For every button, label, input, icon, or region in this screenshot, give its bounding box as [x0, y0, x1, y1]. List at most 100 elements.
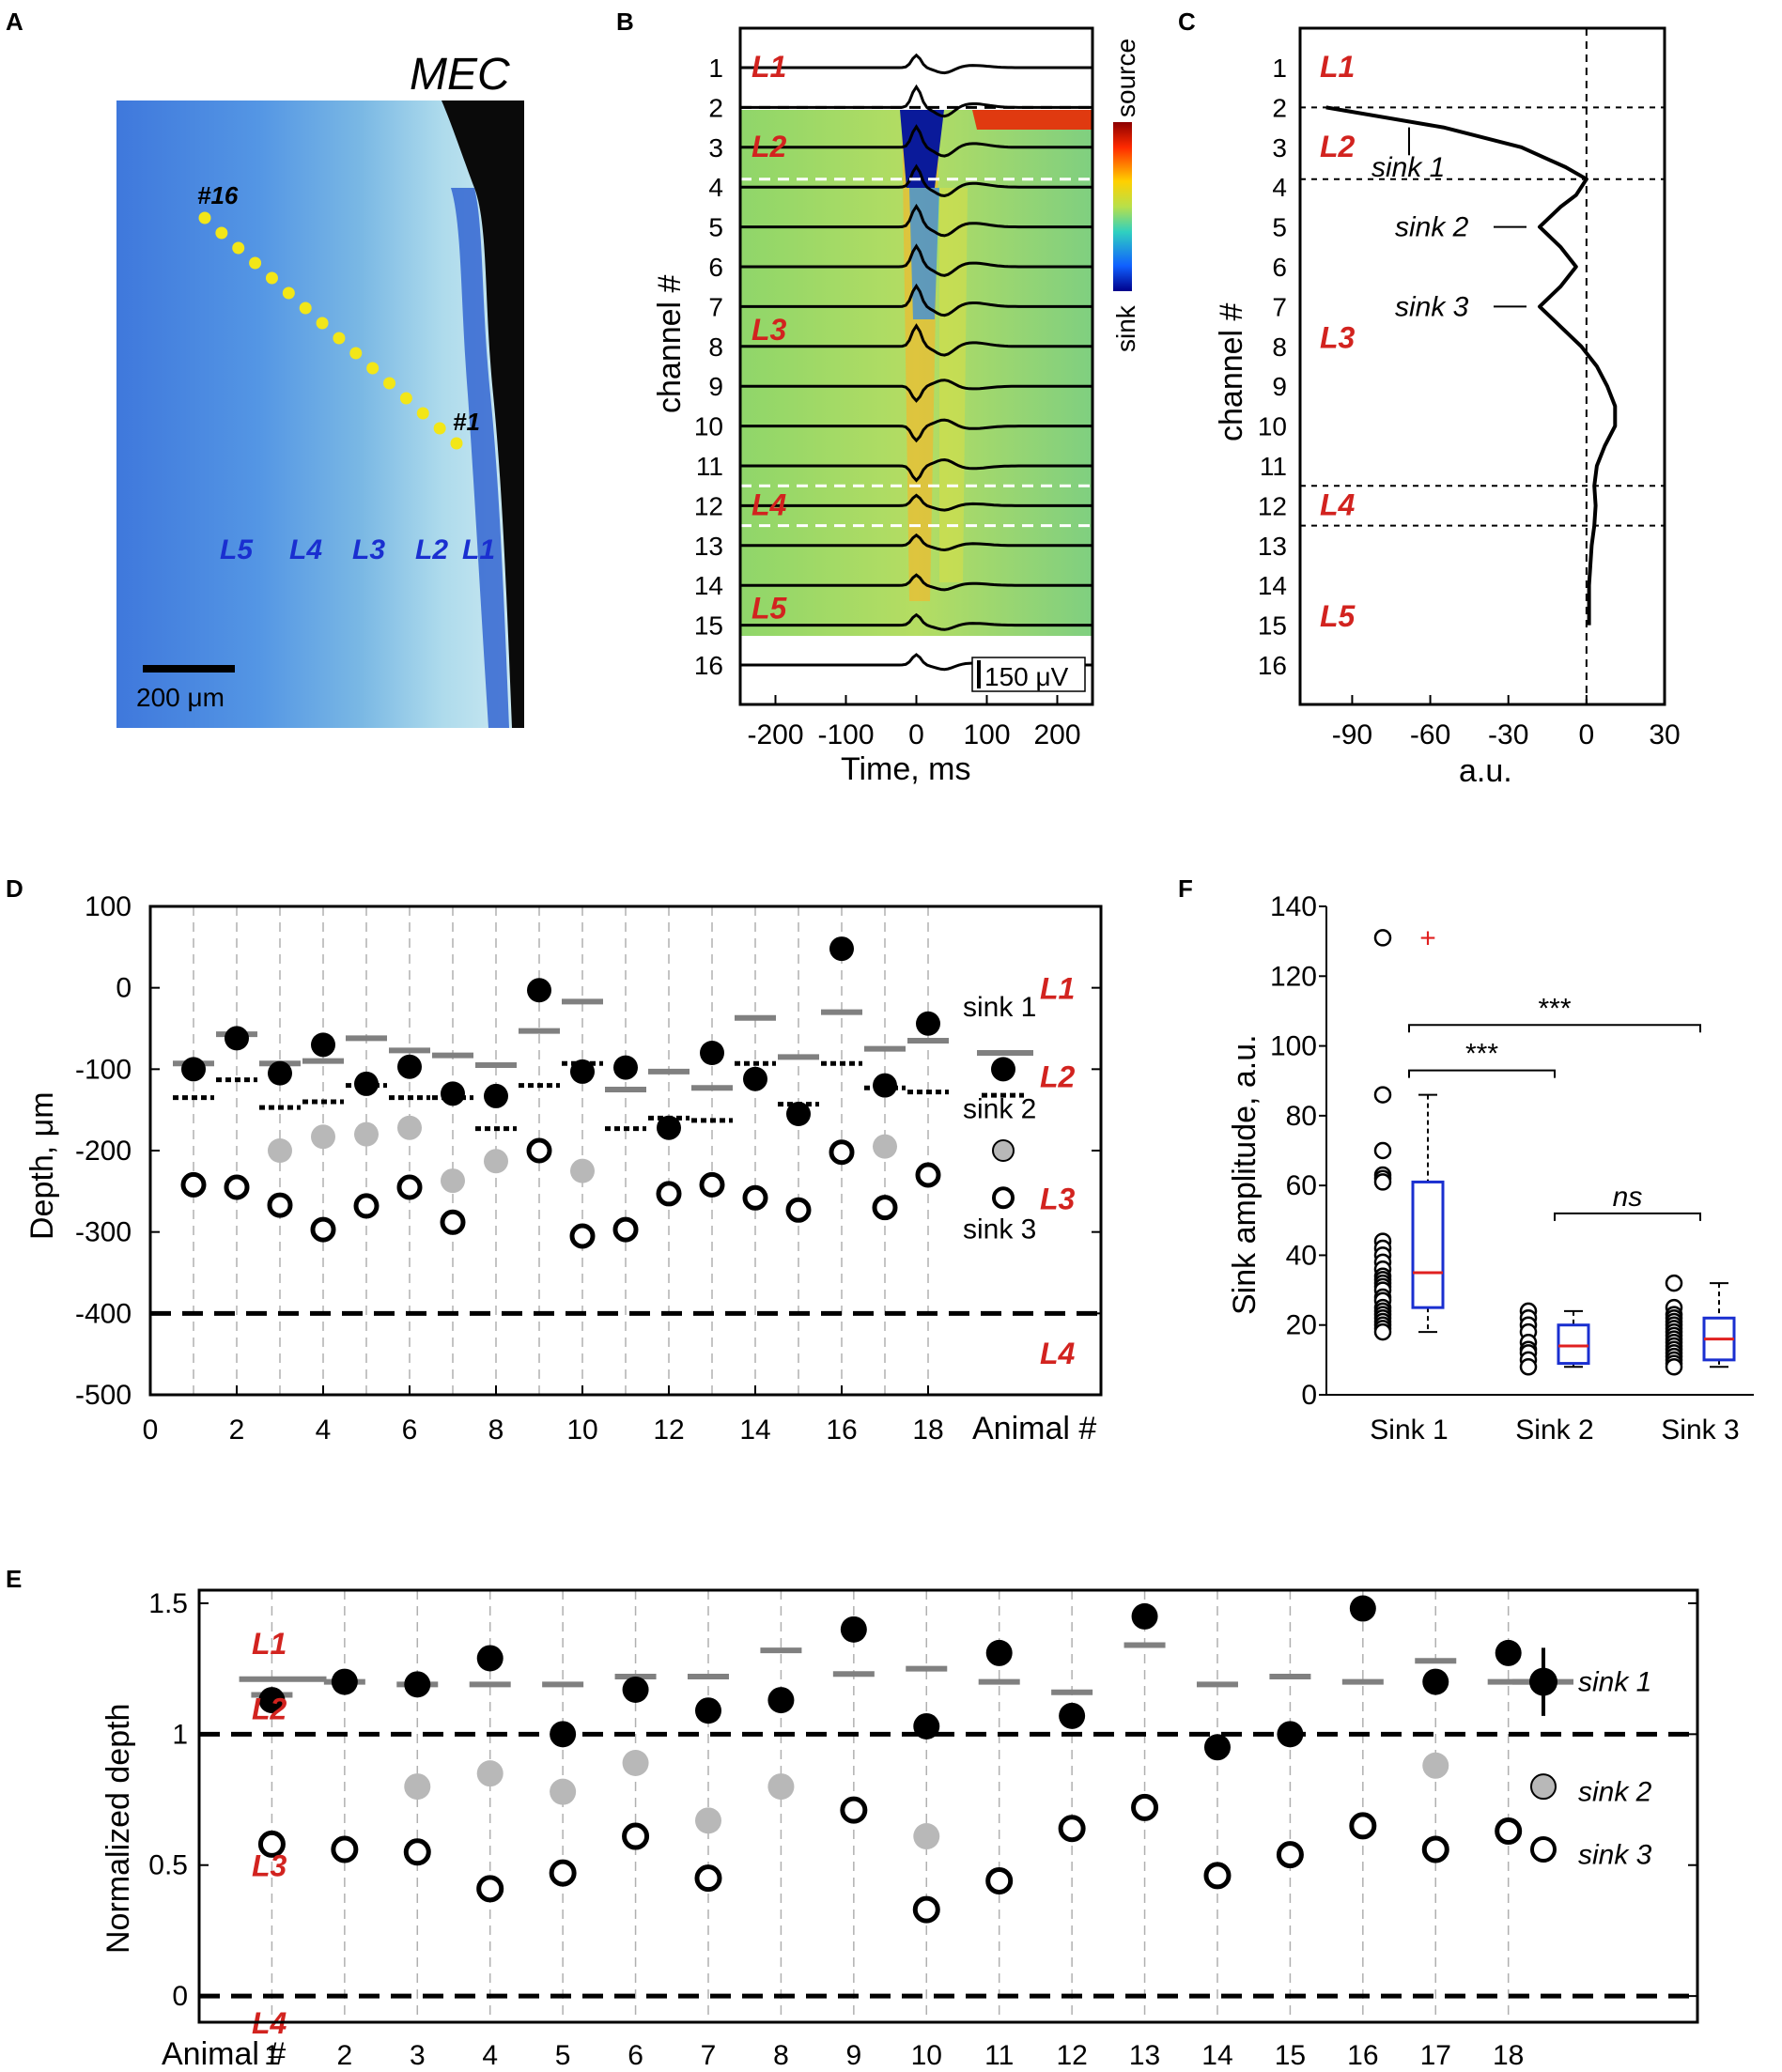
d-sink3-point-17	[872, 1195, 898, 1221]
d-sink2-point-7	[441, 1168, 465, 1194]
b-lfp-trace-8	[740, 323, 1092, 357]
d-sink3-point-9	[526, 1137, 552, 1164]
d-sink3-point-10	[569, 1223, 596, 1249]
e-sink3-point-15	[1276, 1841, 1304, 1869]
e-sink3-point-18	[1495, 1817, 1523, 1845]
a-layer-l5: L5	[220, 534, 254, 565]
panel-d-letter: D	[6, 874, 23, 903]
d-sink2-point-10	[570, 1158, 595, 1183]
e-sink3-point-16	[1349, 1812, 1377, 1840]
e-sink1-point-15	[1277, 1721, 1304, 1748]
b-channel-tick-9: 9	[708, 372, 723, 401]
panel-b: B 12345678910111213141516L1L2L3L4L5-200-…	[616, 8, 1140, 787]
e-xtick-label-15: 15	[1275, 2040, 1306, 2071]
csd-sink-top	[900, 110, 944, 188]
c-sink3-label: sink 3	[1395, 291, 1469, 322]
b-channel-tick-7: 7	[708, 292, 723, 321]
e-xtick-label-12: 12	[1056, 2040, 1087, 2071]
b-lfp-trace-1	[740, 53, 1092, 75]
f-outlier-0-0: +	[1419, 922, 1436, 953]
panel-a-letter: A	[6, 8, 23, 36]
d-legend-sink1-marker	[991, 1057, 1015, 1082]
colorbar-source-label: source	[1111, 39, 1140, 117]
a-layer-l2: L2	[415, 534, 448, 565]
d-ytick-label--500: -500	[75, 1380, 132, 1411]
probe-site-8	[333, 332, 346, 345]
f-ytick-label-40: 40	[1286, 1240, 1317, 1271]
probe-site-7	[349, 347, 363, 360]
panel-f-letter: F	[1178, 874, 1193, 903]
a-layer-l3: L3	[352, 534, 385, 565]
d-sink2-point-17	[873, 1134, 897, 1159]
d-xtick-label-12: 12	[653, 1415, 684, 1446]
c-channel-tick-16: 16	[1258, 651, 1287, 680]
e-xtick-label-13: 13	[1129, 2040, 1160, 2071]
e-sink2-point-8	[767, 1773, 795, 1801]
d-sink2-point-3	[268, 1138, 292, 1163]
probe-site-14	[232, 241, 245, 255]
f-point-2-0	[1665, 1274, 1683, 1292]
e-layer-label-L2: L2	[252, 1692, 287, 1725]
b-channel-tick-10: 10	[694, 412, 723, 441]
b-xtick-label-100: 100	[963, 719, 1010, 750]
f-plot: 140 120 100 80 60 40 20 0 Sink 1 Sink 2 Sink 3 + ***…	[1270, 891, 1754, 1446]
b-layer-label-L3: L3	[752, 313, 787, 347]
d-sink3-point-2	[224, 1174, 250, 1200]
c-channel-tick-3: 3	[1272, 133, 1287, 162]
panel-a: A MEC #16 #1 L5 L4 L3 L2 L1 200 μm	[6, 8, 524, 728]
e-sink3-point-12	[1058, 1815, 1086, 1843]
csd-source-late	[939, 188, 968, 582]
c-xtick-label--30: -30	[1488, 719, 1528, 750]
b-lfp-trace-6	[740, 243, 1092, 277]
d-xtick-label-8: 8	[488, 1415, 504, 1446]
d-sink1-point-18	[916, 1011, 940, 1036]
d-sink3-point-16	[829, 1139, 855, 1166]
c-channel-tick-5: 5	[1272, 213, 1287, 242]
colorbar	[1113, 122, 1132, 291]
e-sink1-point-6	[622, 1676, 649, 1703]
e-sink3-point-2	[331, 1835, 359, 1863]
d-xtick-label-10: 10	[566, 1415, 597, 1446]
d-sink3-point-5	[353, 1193, 380, 1219]
f-ytick-label-20: 20	[1286, 1310, 1317, 1341]
e-xtick-label-14: 14	[1201, 2040, 1232, 2071]
probe-site-4	[399, 392, 412, 405]
panel-c-letter: C	[1178, 8, 1196, 36]
b-lfp-trace-12	[740, 493, 1092, 512]
f-xtick-label-Sink 3: Sink 3	[1661, 1415, 1739, 1446]
scale-bar-label: 200 μm	[136, 683, 225, 712]
b-lfp-trace-10	[740, 418, 1092, 443]
e-sink2-point-5	[550, 1778, 577, 1805]
d-ytick-label--400: -400	[75, 1298, 132, 1329]
d-ylabel: Depth, μm	[24, 1091, 60, 1240]
d-sink1-point-14	[743, 1066, 767, 1091]
e-sink1-point-14	[1203, 1734, 1231, 1761]
e-ytick-label-1: 1	[172, 1719, 188, 1750]
e-sink2-point-17	[1422, 1752, 1449, 1779]
e-sink1-point-17	[1422, 1668, 1449, 1695]
f-ytick-label-120: 120	[1270, 961, 1317, 992]
d-sink2-point-6	[397, 1115, 422, 1140]
e-xtick-label-7: 7	[701, 2040, 717, 2071]
d-frame	[148, 905, 1103, 1397]
e-xtick-label-10: 10	[911, 2040, 942, 2071]
e-plot: 1.510.501 2 3 4 5 6 7 8 9 10 11 12 13 14 15 16 17 18sink …	[148, 1588, 1697, 2071]
probe-site-10	[299, 302, 312, 315]
d-layer-label-L4: L4	[1040, 1337, 1076, 1370]
b-layer-label-L5: L5	[752, 592, 788, 626]
f-point-0-0	[1373, 929, 1392, 947]
f-ytick-label-0: 0	[1301, 1380, 1317, 1411]
d-sink1-point-5	[354, 1071, 379, 1096]
e-legend-sink3-marker	[1530, 1836, 1557, 1863]
e-sink1-point-8	[767, 1687, 795, 1714]
f-point-0-25	[1373, 1322, 1392, 1341]
d-legend-sink2-label: sink 2	[963, 1093, 1036, 1124]
e-sink3-point-3	[403, 1838, 431, 1866]
c-channel-tick-15: 15	[1258, 611, 1287, 641]
probe-sites	[198, 211, 463, 450]
d-sink3-point-11	[612, 1216, 639, 1243]
c-layer-label-L3: L3	[1320, 320, 1356, 354]
d-ytick-label-100: 100	[85, 891, 132, 922]
